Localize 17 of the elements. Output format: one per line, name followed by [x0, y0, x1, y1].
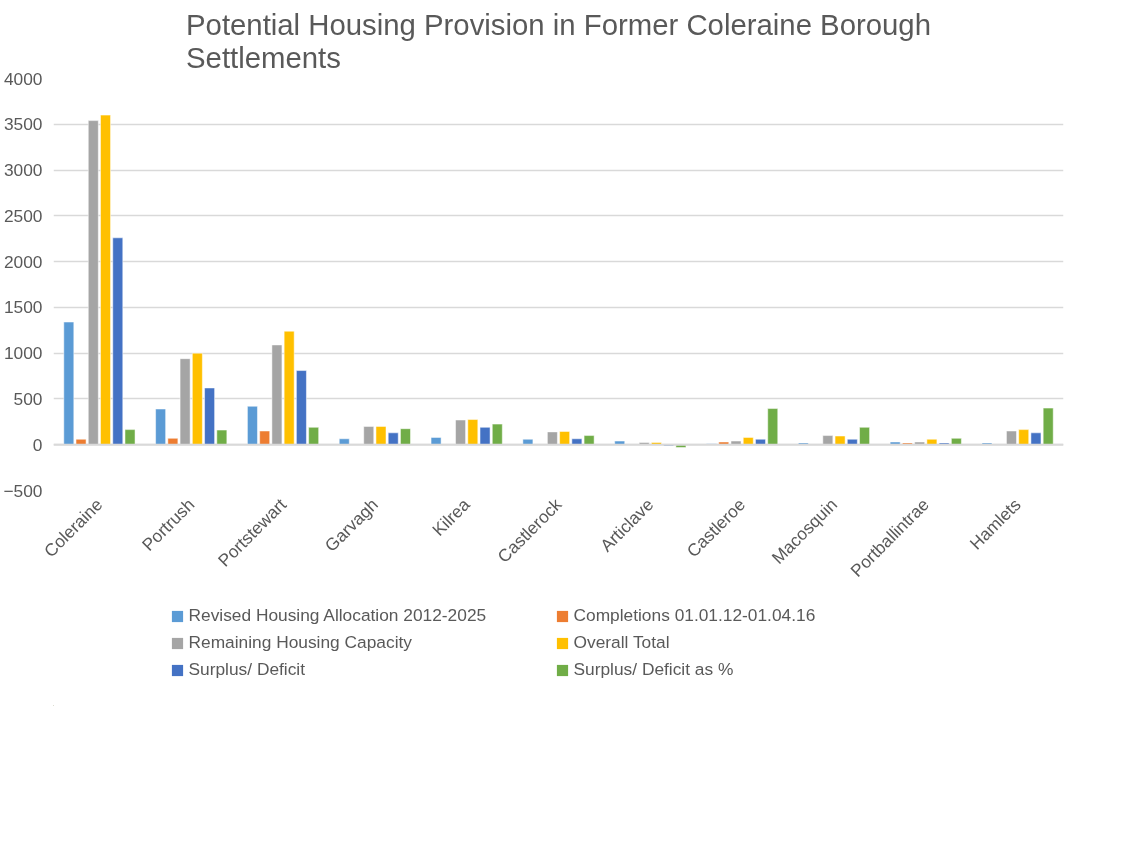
y-tick-label: 2500	[3, 205, 43, 226]
legend-label: Remaining Housing Capacity	[188, 632, 413, 653]
chart-title: Potential Housing Provision in Former Coleraine Borough Settlements	[186, 7, 932, 74]
y-tick-label: 3000	[3, 160, 43, 181]
legend-label: Completions 01.01.12-01.04.16	[573, 605, 817, 626]
y-tick-label: 2000	[3, 251, 43, 272]
y-tick-label: 1000	[3, 343, 43, 364]
y-tick-label: 0	[32, 434, 43, 455]
legend-label: Surplus/ Deficit as %	[573, 659, 735, 680]
y-tick-label: −500	[3, 480, 43, 501]
legend-label: Revised Housing Allocation 2012-2025	[188, 605, 488, 626]
y-tick-label: 3500	[3, 114, 43, 135]
legend-label: Overall Total	[573, 632, 671, 653]
y-tick-label: 500	[13, 388, 43, 409]
y-tick-label: 4000	[3, 68, 43, 89]
y-tick-label: 1500	[3, 297, 43, 318]
legend-label: Surplus/ Deficit	[188, 659, 307, 680]
